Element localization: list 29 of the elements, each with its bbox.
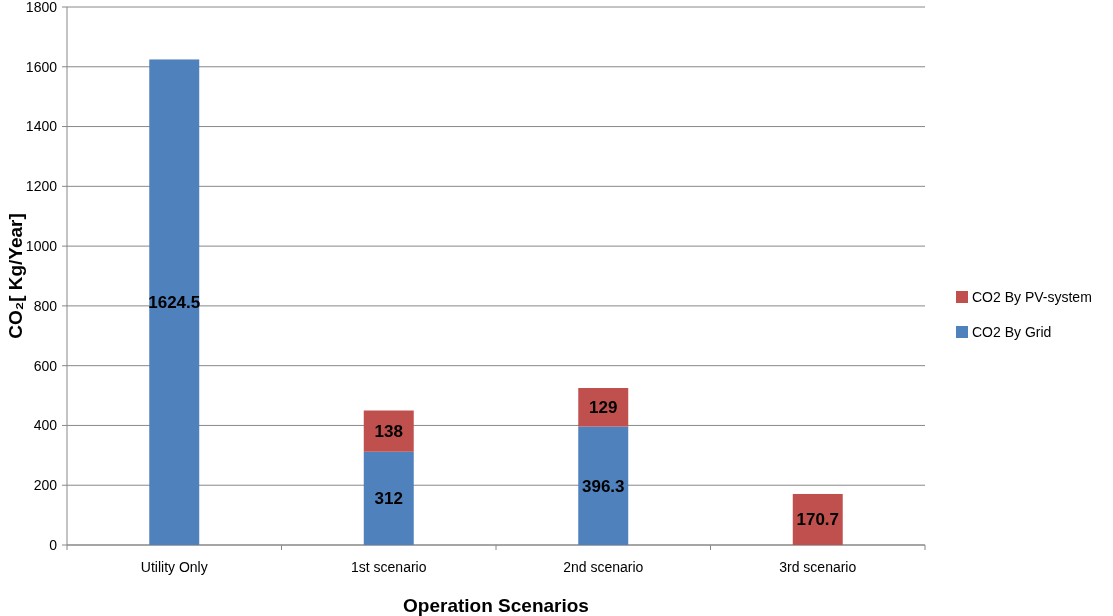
data-label: 138: [374, 422, 403, 442]
data-label: 312: [374, 489, 403, 509]
y-tick-label: 600: [33, 357, 58, 374]
y-tick-label: 1000: [25, 238, 58, 255]
x-tick-label: 3rd scenario: [779, 559, 857, 575]
legend-label: CO2 By PV-system: [972, 288, 1092, 305]
y-tick-label: 1200: [25, 178, 58, 195]
data-label: 1624.5: [148, 293, 201, 313]
y-tick-label: 0: [49, 536, 58, 553]
y-tick-label: 400: [33, 417, 58, 434]
bar: [578, 387, 629, 427]
data-label: 129: [589, 398, 618, 418]
data-label: 396.3: [581, 476, 625, 496]
y-tick-label: 1600: [25, 58, 58, 75]
y-tick-label: 200: [33, 477, 58, 494]
legend-label: CO2 By Grid: [972, 323, 1052, 340]
bar: [149, 59, 200, 545]
bar: [578, 426, 629, 545]
y-tick-label: 1800: [25, 0, 58, 15]
y-axis-title: CO₂[ Kg/Year]: [5, 213, 26, 339]
y-tick-label: 800: [33, 297, 58, 314]
x-tick-label: Utility Only: [140, 559, 208, 575]
data-label: 170.7: [796, 510, 840, 530]
bar: [363, 451, 414, 545]
x-tick-label: 1st scenario: [351, 559, 427, 575]
x-axis-title: Operation Scenarios: [403, 595, 589, 616]
y-tick-label: 1400: [25, 118, 58, 135]
bar: [792, 493, 843, 545]
x-tick-label: 2nd scenario: [563, 559, 644, 575]
